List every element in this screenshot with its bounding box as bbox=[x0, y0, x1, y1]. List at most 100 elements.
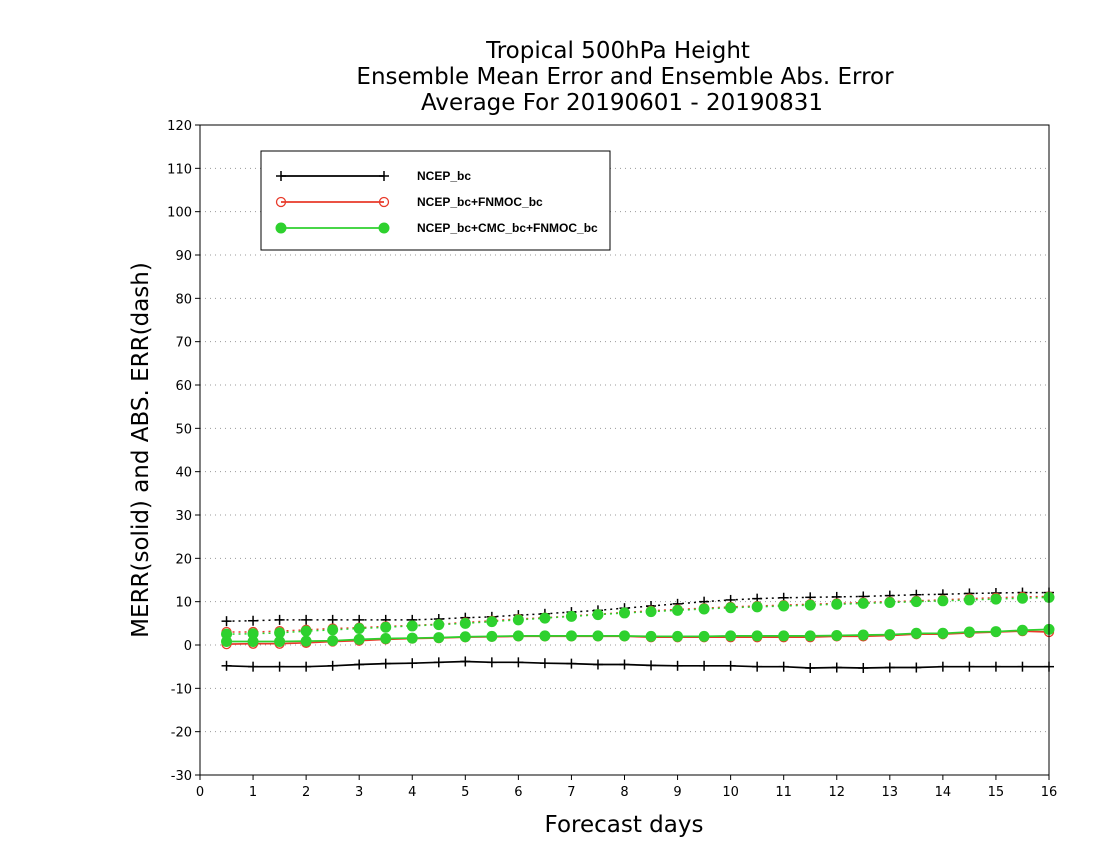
series-2-merr-point-17 bbox=[672, 630, 684, 642]
series-2-abs-err-point-20 bbox=[751, 601, 763, 613]
series-0-merr-point-20 bbox=[752, 661, 763, 672]
series-0-abs-err-point-2 bbox=[274, 614, 285, 625]
series-2-abs-err-point-11 bbox=[512, 614, 524, 626]
series-0-merr-point-14 bbox=[592, 659, 603, 670]
chart-title-line-1: Tropical 500hPa Height bbox=[485, 38, 750, 64]
y-tick-label-60: 60 bbox=[175, 379, 192, 394]
series-0-merr-point-24 bbox=[858, 662, 869, 673]
series-2-merr-line bbox=[226, 628, 1050, 643]
series-0-merr-point-15 bbox=[619, 659, 630, 670]
series-2-merr-point-29 bbox=[990, 626, 1002, 638]
series-2-merr-point-2 bbox=[274, 636, 286, 648]
x-tick-label-9: 9 bbox=[673, 785, 681, 800]
series-0-merr-point-16 bbox=[646, 660, 657, 671]
series-2-abs-err-point-17 bbox=[672, 604, 684, 616]
x-tick-label-10: 10 bbox=[722, 785, 739, 800]
x-tick-label-1: 1 bbox=[249, 785, 257, 800]
legend: NCEP_bc NCEP_bc+FNMOC_bc NCEP_bc+CMC_bc+FN… bbox=[260, 150, 611, 251]
series-2 bbox=[221, 591, 1055, 648]
y-axis-ticks: -30 -20 -10 0 10 20 30 40 50 60 70 80 90 100 110 120 bbox=[167, 119, 200, 784]
series-2-merr-point-7 bbox=[406, 632, 418, 644]
series-0-merr-point-5 bbox=[354, 659, 365, 670]
series-2-abs-err-point-25 bbox=[884, 597, 896, 609]
series-0-merr-point-23 bbox=[831, 662, 842, 673]
series-2-abs-err-point-24 bbox=[857, 597, 869, 609]
series-2-merr-point-1 bbox=[247, 636, 259, 648]
series-2-abs-err-point-27 bbox=[937, 595, 949, 607]
series-0-merr-point-28 bbox=[964, 661, 975, 672]
series-2-abs-err-point-8 bbox=[433, 619, 445, 631]
series-2-abs-err-point-22 bbox=[804, 599, 816, 611]
y-axis-label: MERR(solid) and ABS. ERR(dash) bbox=[128, 262, 154, 638]
legend-label-0: NCEP_bc bbox=[417, 169, 471, 183]
series-2-merr-point-12 bbox=[539, 630, 551, 642]
series-2-merr-point-0 bbox=[221, 636, 233, 648]
series-2-merr-point-11 bbox=[512, 630, 524, 642]
series-2-abs-err-point-14 bbox=[592, 609, 604, 621]
series-2-abs-err-point-3 bbox=[300, 625, 312, 637]
y-tick-label-40: 40 bbox=[175, 466, 192, 481]
series-0-merr-point-21 bbox=[778, 661, 789, 672]
series-0-merr-point-29 bbox=[990, 661, 1001, 672]
y-tick-label-20: 20 bbox=[175, 552, 192, 567]
series-0-merr-point-0 bbox=[221, 660, 232, 671]
x-tick-label-12: 12 bbox=[828, 785, 845, 800]
series-2-abs-err-point-23 bbox=[831, 598, 843, 610]
series-0-merr-point-11 bbox=[513, 657, 524, 668]
series-2-merr-point-5 bbox=[353, 633, 365, 645]
series-0-merr-point-9 bbox=[460, 656, 471, 667]
x-tick-label-3: 3 bbox=[355, 785, 363, 800]
series-2-merr-point-14 bbox=[592, 630, 604, 642]
legend-entry-2: NCEP_bc+CMC_bc+FNMOC_bc bbox=[275, 221, 598, 235]
series-2-merr-point-16 bbox=[645, 630, 657, 642]
x-tick-label-14: 14 bbox=[935, 785, 952, 800]
series-2-merr-point-25 bbox=[884, 629, 896, 641]
series-2-abs-err-point-28 bbox=[963, 594, 975, 606]
series-0-merr-point-10 bbox=[486, 657, 497, 668]
series-2-abs-err-point-26 bbox=[910, 596, 922, 608]
y-tick-label-90: 90 bbox=[175, 249, 192, 264]
series-0-abs-err-point-3 bbox=[301, 614, 312, 625]
series-0-merr-point-25 bbox=[884, 662, 895, 673]
series-2-abs-err-point-29 bbox=[990, 593, 1002, 605]
series-2-merr-point-15 bbox=[619, 630, 630, 642]
series-0-merr-point-22 bbox=[805, 662, 816, 673]
series-2-abs-err-point-9 bbox=[459, 617, 471, 629]
legend-label-2: NCEP_bc+CMC_bc+FNMOC_bc bbox=[417, 221, 598, 235]
series-2-abs-err-point-12 bbox=[539, 612, 551, 624]
plot-area bbox=[221, 587, 1055, 673]
chart-title-line-2: Ensemble Mean Error and Ensemble Abs. Er… bbox=[356, 64, 894, 90]
series-2-merr-point-18 bbox=[698, 630, 710, 642]
y-tick-label-80: 80 bbox=[175, 292, 192, 307]
series-2-merr-point-6 bbox=[380, 633, 392, 644]
x-tick-label-11: 11 bbox=[775, 785, 792, 800]
series-0-merr-point-12 bbox=[539, 658, 550, 669]
series-2-merr-point-27 bbox=[937, 627, 949, 639]
x-axis-ticks: 0 1 2 3 4 5 6 7 8 9 10 11 12 13 14 15 16 bbox=[196, 775, 1057, 800]
series-2-abs-err-point-10 bbox=[486, 616, 498, 628]
y-tick-label-0: 0 bbox=[184, 639, 192, 654]
legend-label-1: NCEP_bc+FNMOC_bc bbox=[417, 195, 543, 209]
x-tick-label-8: 8 bbox=[620, 785, 628, 800]
series-2-abs-err-point-4 bbox=[327, 624, 339, 636]
y-tick-label--30: -30 bbox=[171, 769, 192, 784]
legend-marker-end-0 bbox=[379, 171, 389, 181]
series-2-abs-err-point-15 bbox=[619, 607, 630, 619]
x-tick-label-2: 2 bbox=[302, 785, 310, 800]
series-2-merr-point-20 bbox=[751, 630, 763, 642]
series-2-abs-err-point-13 bbox=[565, 610, 577, 622]
series-2-abs-err-point-7 bbox=[406, 620, 418, 632]
grid-lines bbox=[200, 167, 1049, 733]
series-0-merr-point-13 bbox=[566, 658, 577, 669]
x-tick-label-16: 16 bbox=[1041, 785, 1058, 800]
series-2-abs-err-point-18 bbox=[698, 603, 710, 615]
y-tick-label-110: 110 bbox=[167, 162, 192, 177]
series-2-abs-err-point-6 bbox=[380, 621, 392, 633]
legend-marker-end-1 bbox=[378, 196, 390, 208]
legend-marker-start-0 bbox=[276, 171, 286, 181]
series-0-merr-point-4 bbox=[327, 660, 338, 671]
series-0-merr-point-26 bbox=[911, 662, 922, 673]
series-2-abs-err-point-19 bbox=[725, 602, 737, 614]
series-0-merr-line bbox=[226, 660, 1049, 669]
